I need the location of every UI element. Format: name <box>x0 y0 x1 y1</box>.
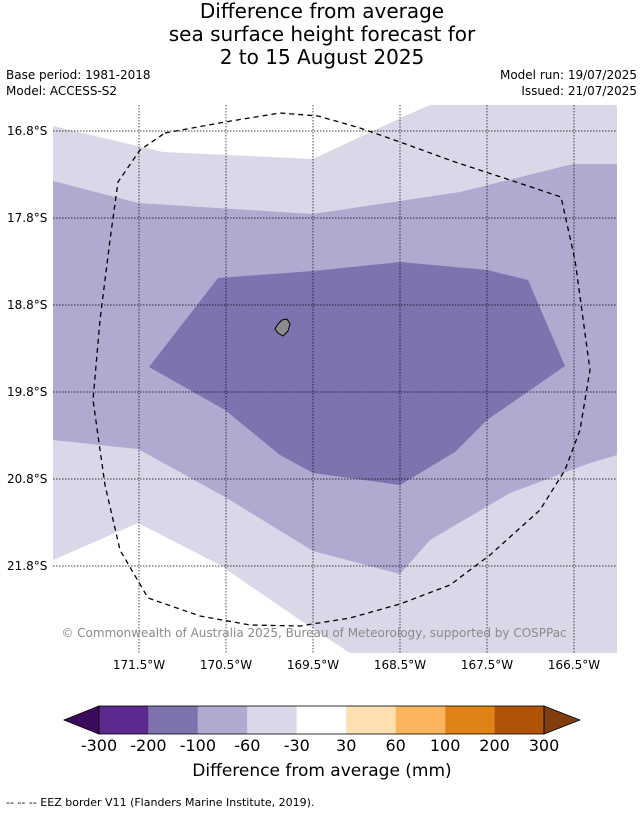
colorbar-tick-label: 100 <box>429 736 461 755</box>
lat-label: 17.8°S <box>7 211 47 225</box>
map-title: Difference from average sea surface heig… <box>0 0 644 69</box>
title-line-3: 2 to 15 August 2025 <box>219 45 425 69</box>
colorbar-tick-label: -30 <box>283 736 310 755</box>
lon-label: 170.5°W <box>200 658 252 672</box>
lon-label: 171.5°W <box>113 658 165 672</box>
lon-label: 168.5°W <box>374 658 426 672</box>
model-run: Model run: 19/07/2025 <box>499 68 637 82</box>
colorbar <box>62 705 582 735</box>
model-name: Model: ACCESS-S2 <box>6 84 118 98</box>
lat-label: 21.8°S <box>7 559 47 573</box>
lon-label: 166.5°W <box>548 658 600 672</box>
colorbar-segment <box>148 706 198 734</box>
colorbar-title: Difference from average (mm) <box>192 761 452 781</box>
base-period: Base period: 1981-2018 <box>6 68 151 82</box>
colorbar-segment <box>346 706 396 734</box>
colorbar-tick-label: -60 <box>234 736 261 755</box>
copyright-text: © Commonwealth of Australia 2025, Bureau… <box>61 626 566 640</box>
title-line-1: Difference from average <box>199 0 445 23</box>
colorbar-tick-label: -100 <box>179 736 217 755</box>
colorbar-tick-label: 60 <box>385 736 406 755</box>
colorbar-tick-label: 30 <box>336 736 357 755</box>
lon-label: 169.5°W <box>287 658 339 672</box>
lat-label: 20.8°S <box>7 472 47 486</box>
colorbar-extend-high <box>543 705 582 735</box>
colorbar-segment <box>445 706 495 734</box>
colorbar-tick-label: 300 <box>528 736 560 755</box>
colorbar-segment <box>395 706 446 734</box>
colorbar-tick-label: -300 <box>80 736 118 755</box>
colorbar-segment <box>99 706 149 734</box>
lat-label: 18.8°S <box>7 298 47 312</box>
meta-left: Base period: 1981-2018 Model: ACCESS-S2 <box>6 67 151 99</box>
sea-level-map: © Commonwealth of Australia 2025, Bureau… <box>7 105 617 672</box>
lon-label: 167.5°W <box>461 658 513 672</box>
colorbar-segment <box>494 706 544 734</box>
anomaly-band-dark <box>149 262 565 485</box>
issued-date: Issued: 21/07/2025 <box>521 84 637 98</box>
colorbar-segment <box>247 706 297 734</box>
lat-label: 19.8°S <box>7 385 47 399</box>
eez-border <box>92 112 591 627</box>
graticule <box>53 105 617 653</box>
colorbar-segment <box>197 706 248 734</box>
lat-label: 16.8°S <box>7 124 47 138</box>
colorbar-segment <box>296 706 347 734</box>
island-land <box>274 318 291 337</box>
colorbar-ticks: -300 -200 -100 -60 -30 30 60 100 200 300 <box>0 736 644 756</box>
meta-right: Model run: 19/07/2025 Issued: 21/07/2025 <box>500 67 637 99</box>
colorbar-extend-low <box>62 705 100 735</box>
colorbar-tick-label: 200 <box>479 736 510 755</box>
eez-footnote: -- -- -- EEZ border V11 (Flanders Marine… <box>6 796 315 809</box>
colorbar-tick-label: -200 <box>130 736 167 755</box>
colorbar-outline <box>98 705 545 735</box>
title-line-2: sea surface height forecast for <box>168 22 476 46</box>
